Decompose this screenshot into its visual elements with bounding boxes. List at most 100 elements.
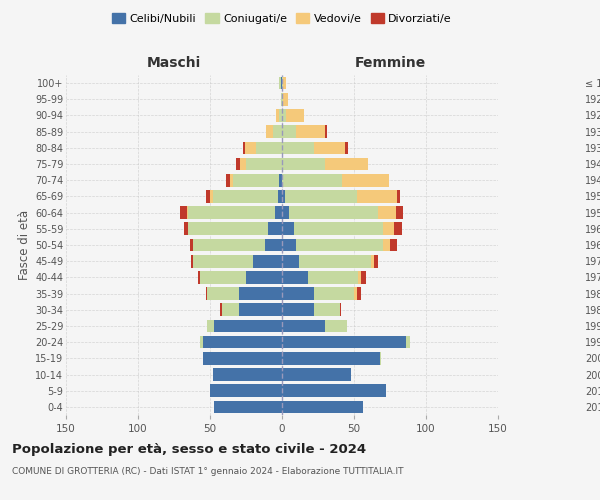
Bar	[239, 288, 282, 300]
Bar	[282, 320, 325, 332]
Bar	[246, 271, 282, 283]
Bar	[275, 206, 282, 219]
Bar	[394, 222, 401, 235]
Bar	[282, 238, 296, 252]
Bar	[282, 109, 286, 122]
Bar	[279, 109, 282, 122]
Bar	[299, 255, 371, 268]
Text: Popolazione per età, sesso e stato civile - 2024: Popolazione per età, sesso e stato civil…	[12, 442, 366, 456]
Bar	[199, 271, 200, 283]
Bar	[282, 190, 285, 202]
Bar	[214, 400, 282, 413]
Bar	[240, 158, 246, 170]
Text: Femmine: Femmine	[355, 56, 425, 70]
Bar	[314, 304, 340, 316]
Bar	[357, 288, 361, 300]
Bar	[233, 174, 279, 186]
Bar	[282, 222, 293, 235]
Bar	[279, 174, 282, 186]
Bar	[193, 238, 265, 252]
Bar	[213, 368, 282, 381]
Bar	[282, 384, 386, 397]
Bar	[296, 238, 383, 252]
Bar	[282, 142, 314, 154]
Bar	[188, 206, 275, 219]
Bar	[193, 255, 253, 268]
Bar	[256, 142, 282, 154]
Bar	[380, 352, 382, 364]
Bar	[200, 336, 203, 348]
Bar	[358, 271, 361, 283]
Bar	[268, 222, 282, 235]
Bar	[325, 320, 347, 332]
Bar	[274, 126, 282, 138]
Bar	[346, 142, 348, 154]
Bar	[210, 190, 213, 202]
Bar	[282, 93, 283, 106]
Bar	[207, 320, 214, 332]
Bar	[282, 158, 325, 170]
Bar	[396, 206, 403, 219]
Bar	[245, 142, 256, 154]
Bar	[203, 352, 282, 364]
Bar	[246, 158, 282, 170]
Bar	[239, 304, 282, 316]
Bar	[371, 255, 374, 268]
Bar	[226, 174, 230, 186]
Bar	[397, 190, 400, 202]
Bar	[293, 222, 383, 235]
Bar	[325, 126, 326, 138]
Bar	[286, 109, 304, 122]
Bar	[188, 222, 268, 235]
Bar	[266, 126, 274, 138]
Bar	[180, 206, 187, 219]
Bar	[282, 77, 283, 90]
Bar	[282, 368, 351, 381]
Bar	[184, 222, 188, 235]
Bar	[221, 304, 239, 316]
Bar	[282, 255, 299, 268]
Bar	[206, 288, 207, 300]
Bar	[282, 174, 343, 186]
Bar	[308, 271, 358, 283]
Bar	[210, 384, 282, 397]
Bar	[379, 206, 396, 219]
Bar	[200, 271, 246, 283]
Bar	[296, 126, 325, 138]
Bar	[282, 288, 314, 300]
Bar	[243, 142, 245, 154]
Bar	[253, 255, 282, 268]
Bar	[340, 304, 341, 316]
Bar	[314, 288, 354, 300]
Bar	[343, 174, 389, 186]
Bar	[203, 336, 282, 348]
Bar	[282, 271, 308, 283]
Bar	[357, 190, 397, 202]
Bar	[383, 238, 390, 252]
Bar	[325, 158, 368, 170]
Bar	[282, 400, 362, 413]
Bar	[187, 206, 188, 219]
Bar	[383, 222, 394, 235]
Bar	[406, 336, 410, 348]
Bar	[289, 206, 379, 219]
Bar	[282, 352, 380, 364]
Bar	[191, 255, 193, 268]
Bar	[190, 238, 193, 252]
Bar	[361, 271, 365, 283]
Bar	[281, 77, 282, 90]
Y-axis label: Fasce di età: Fasce di età	[17, 210, 31, 280]
Bar	[279, 77, 281, 90]
Bar	[283, 77, 286, 90]
Bar	[220, 304, 221, 316]
Bar	[314, 142, 346, 154]
Bar	[282, 126, 296, 138]
Bar	[282, 206, 289, 219]
Bar	[282, 336, 406, 348]
Bar	[236, 158, 240, 170]
Bar	[276, 109, 279, 122]
Bar	[282, 304, 314, 316]
Bar	[374, 255, 379, 268]
Bar	[390, 238, 397, 252]
Bar	[278, 190, 282, 202]
